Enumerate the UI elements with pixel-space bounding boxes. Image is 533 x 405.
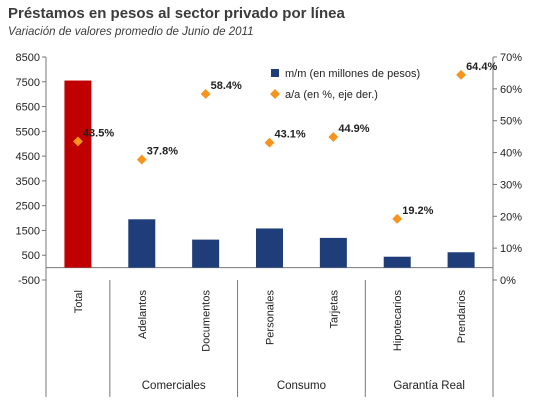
point-documentos [200, 89, 211, 99]
category-label: Hipotecarios [392, 290, 404, 352]
point-total [72, 136, 83, 147]
point-label: 44.9% [338, 123, 369, 135]
right-tick-label: 20% [500, 211, 522, 223]
point-label: 43.1% [275, 129, 306, 141]
right-tick-label: 60% [500, 84, 522, 96]
point-label: 58.4% [211, 80, 242, 92]
bar-personales [256, 228, 283, 268]
chart-title: Préstamos en pesos al sector privado por… [8, 5, 345, 22]
group-label: Consumo [277, 380, 326, 392]
bar-tarjetas [319, 237, 347, 268]
category-label: Personales [265, 290, 277, 346]
point-label: 43.5% [83, 127, 114, 139]
category-label: Total [73, 290, 85, 313]
left-tick-label: 5500 [16, 126, 40, 138]
left-tick-label: 1500 [16, 225, 40, 237]
right-tick-label: 70% [500, 52, 522, 64]
legend-label-bars: m/m (en millones de pesos) [285, 68, 420, 80]
point-adelantos [136, 154, 147, 165]
left-tick-label: 7500 [16, 77, 40, 89]
left-tick-label: 8500 [16, 52, 40, 64]
left-tick-label: 2500 [16, 201, 40, 213]
left-tick-label: 500 [22, 250, 40, 262]
bar-adelantos [128, 219, 156, 268]
group-label: Garantía Real [393, 380, 465, 392]
right-tick-label: 30% [500, 179, 522, 191]
left-tick-label: 3500 [16, 176, 40, 188]
right-tick-label: 0% [500, 275, 516, 287]
right-tick-label: 40% [500, 148, 522, 160]
point-personales [264, 137, 275, 148]
left-tick-label: 6500 [16, 102, 40, 114]
legend-swatch-points [270, 89, 280, 99]
bar-hipotecarios [383, 256, 411, 268]
bar-prendarios [447, 252, 475, 268]
legend-label-points: a/a (en %, eje der.) [285, 89, 378, 101]
right-tick-label: 10% [500, 243, 522, 255]
right-tick-label: 50% [500, 116, 522, 128]
bar-documentos [192, 239, 220, 268]
category-label: Prendarios [456, 290, 468, 344]
category-label: Adelantos [137, 290, 149, 339]
point-label: 37.8% [147, 146, 178, 158]
point-hipotecarios [392, 213, 403, 224]
left-tick-label: 4500 [16, 151, 40, 163]
group-label: Comerciales [142, 380, 206, 392]
left-tick-label: -500 [18, 275, 40, 287]
point-label: 64.4% [466, 61, 497, 73]
point-prendarios [456, 69, 467, 80]
point-tarjetas [328, 132, 339, 142]
bar-total [64, 80, 92, 268]
category-label: Documentos [201, 290, 213, 352]
category-label: Tarjetas [328, 290, 340, 329]
legend-swatch-bars [271, 69, 279, 77]
chart-subtitle: Variación de valores promedio de Junio d… [8, 26, 254, 38]
point-label: 19.2% [402, 205, 433, 217]
